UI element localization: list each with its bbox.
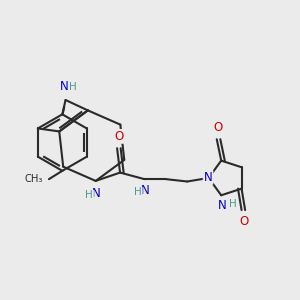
Text: N: N [141, 184, 149, 197]
Text: O: O [114, 130, 123, 143]
Text: O: O [214, 121, 223, 134]
Text: N: N [60, 80, 68, 94]
Text: O: O [239, 215, 248, 228]
Text: N: N [204, 171, 212, 184]
Text: H: H [85, 190, 93, 200]
Text: N: N [92, 188, 101, 200]
Text: H: H [229, 199, 236, 209]
Text: H: H [134, 188, 142, 197]
Text: N: N [218, 199, 227, 212]
Text: CH₃: CH₃ [24, 173, 42, 184]
Text: H: H [69, 82, 77, 92]
